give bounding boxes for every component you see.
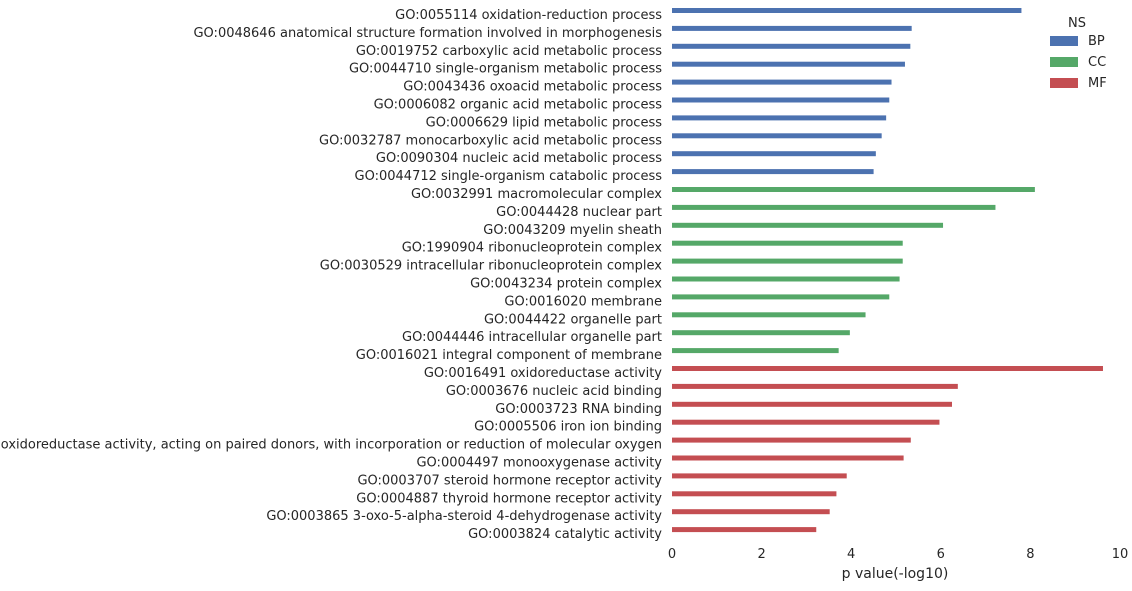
category-label: GO:0006629 lipid metabolic process xyxy=(426,115,663,130)
bar-bp xyxy=(672,133,882,139)
category-label: GO:0003865 3-oxo-5-alpha-steroid 4-dehyd… xyxy=(266,509,662,524)
x-tick-label: 4 xyxy=(847,547,855,562)
bar-bp xyxy=(672,151,876,157)
bar-bp xyxy=(672,97,890,103)
bar-cc xyxy=(672,240,903,246)
category-label: GO:0004887 thyroid hormone receptor acti… xyxy=(356,491,662,506)
bar-mf xyxy=(672,473,847,479)
category-label: GO:0016020 membrane xyxy=(504,294,662,309)
category-label: GO:0043209 myelin sheath xyxy=(483,223,662,238)
legend-label-cc: CC xyxy=(1088,55,1106,70)
category-label: GO:0043436 oxoacid metabolic process xyxy=(403,80,662,95)
bar-bp xyxy=(672,115,887,121)
legend-swatch-mf xyxy=(1050,78,1078,88)
bar-mf xyxy=(672,383,958,389)
bar-mf xyxy=(672,419,940,425)
bar-mf xyxy=(672,527,817,533)
category-label: GO:0032787 monocarboxylic acid metabolic… xyxy=(319,133,662,148)
bar-cc xyxy=(672,330,850,336)
category-label: GO:0044710 single-organism metabolic pro… xyxy=(349,62,662,77)
category-label: GO:0004497 monooxygenase activity xyxy=(416,456,662,471)
bar-cc xyxy=(672,187,1035,192)
category-label: GO:0090304 nucleic acid metabolic proces… xyxy=(376,151,662,166)
category-label: GO:0044446 intracellular organelle part xyxy=(402,330,662,345)
bar-cc xyxy=(672,204,996,210)
x-tick-label: 6 xyxy=(937,547,945,562)
bar-bp xyxy=(672,43,911,49)
legend-swatch-cc xyxy=(1050,57,1078,67)
legend-title: NS xyxy=(1068,16,1086,31)
category-label: GO:1990904 ribonucleoprotein complex xyxy=(402,241,663,256)
legend-label-bp: BP xyxy=(1088,34,1105,49)
x-tick-label: 0 xyxy=(668,547,676,562)
category-label: GO:0003824 catalytic activity xyxy=(468,527,662,542)
bar-cc xyxy=(672,222,944,228)
bar-mf xyxy=(672,509,830,515)
bar-mf xyxy=(672,491,837,497)
x-tick-label: 2 xyxy=(757,547,765,562)
bar-bp xyxy=(672,169,874,175)
bars-group xyxy=(672,8,1103,533)
legend-swatch-bp xyxy=(1050,36,1078,46)
legend: NS BP CC MF xyxy=(1050,16,1107,91)
category-label: GO:0003676 nucleic acid binding xyxy=(446,384,662,399)
category-label: GO:0030529 intracellular ribonucleoprote… xyxy=(320,259,663,274)
x-axis-label: p value(-log10) xyxy=(842,566,949,582)
bar-cc xyxy=(672,276,900,282)
bar-mf xyxy=(672,366,1103,371)
bar-cc xyxy=(672,258,903,264)
category-label: GO:0044428 nuclear part xyxy=(496,205,662,220)
category-label: GO:0016491 oxidoreductase activity xyxy=(424,366,662,381)
category-labels-group: GO:0055114 oxidation-reduction process GO… xyxy=(0,8,662,542)
category-label: GO:0016705 oxidoreductase activity, acti… xyxy=(0,438,662,453)
category-label: GO:0016021 integral component of membran… xyxy=(356,348,662,363)
x-tick-label: 8 xyxy=(1026,547,1034,562)
category-label: GO:0043234 protein complex xyxy=(470,277,662,292)
category-label: GO:0032991 macromolecular complex xyxy=(411,187,662,202)
bar-cc xyxy=(672,294,890,300)
category-label: GO:0048646 anatomical structure formatio… xyxy=(193,26,662,41)
legend-entries: BP CC MF xyxy=(1050,34,1107,91)
bar-mf xyxy=(672,455,904,461)
category-label: GO:0044712 single-organism catabolic pro… xyxy=(355,169,663,184)
x-tick-label: 10 xyxy=(1112,547,1129,562)
bar-cc xyxy=(672,348,839,354)
bar-bp xyxy=(672,8,1022,13)
bar-cc xyxy=(672,312,866,318)
category-label: GO:0003723 RNA binding xyxy=(495,402,662,417)
bar-bp xyxy=(672,25,912,31)
category-label: GO:0019752 carboxylic acid metabolic pro… xyxy=(356,44,662,59)
legend-label-mf: MF xyxy=(1088,76,1107,91)
category-label: GO:0005506 iron ion binding xyxy=(474,420,662,435)
bar-mf xyxy=(672,401,952,407)
category-label: GO:0006082 organic acid metabolic proces… xyxy=(374,98,663,113)
bar-mf xyxy=(672,437,911,443)
bar-bp xyxy=(672,79,892,85)
category-label: GO:0003707 steroid hormone receptor acti… xyxy=(357,473,662,488)
category-label: GO:0044422 organelle part xyxy=(484,312,662,327)
bar-bp xyxy=(672,61,905,67)
category-label: GO:0055114 oxidation-reduction process xyxy=(395,8,662,23)
x-tick-labels-group: 0 2 4 6 8 10 xyxy=(668,547,1128,562)
